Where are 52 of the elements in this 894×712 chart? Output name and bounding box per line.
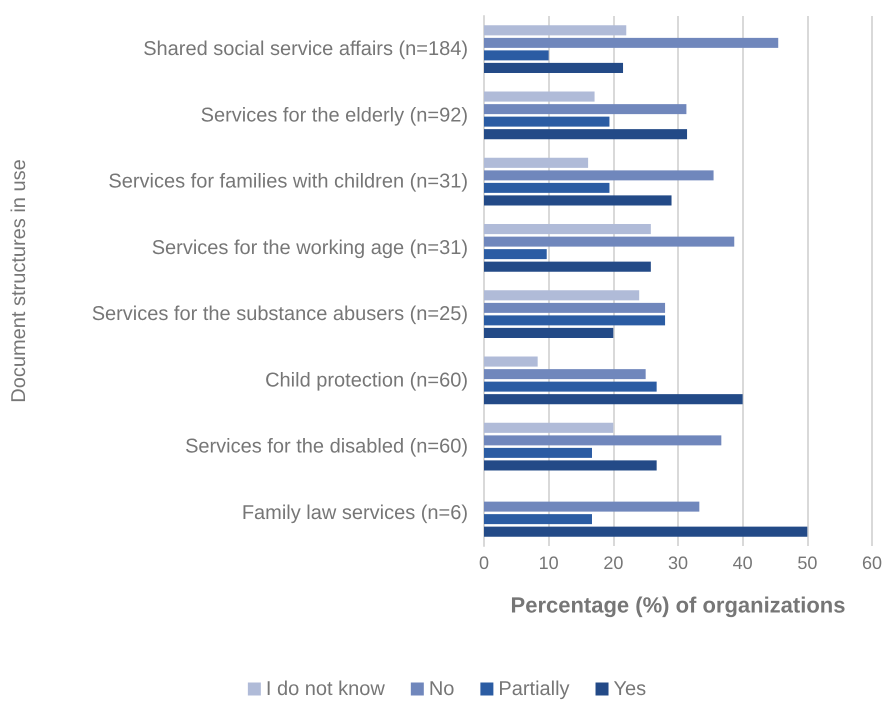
bar <box>484 129 688 140</box>
bar <box>484 394 743 404</box>
bar <box>484 328 614 338</box>
bar <box>484 170 714 180</box>
bar <box>484 369 646 380</box>
bar <box>484 182 610 193</box>
bar <box>484 25 626 36</box>
bar <box>484 92 595 102</box>
bar <box>484 514 592 524</box>
bar <box>484 526 808 537</box>
y-tick-label: Child protection (n=60) <box>265 369 468 392</box>
bar <box>484 116 610 127</box>
y-tick-label: Services for the working age (n=31) <box>152 236 468 259</box>
bar <box>484 224 651 234</box>
bar <box>484 249 547 260</box>
x-tick-label: 40 <box>732 553 753 573</box>
y-tick-label: Services for the disabled (n=60) <box>185 436 468 458</box>
bar <box>484 158 588 168</box>
bar <box>484 382 657 392</box>
legend-label: No <box>428 678 454 700</box>
x-axis-title: Percentage (%) of organizations <box>510 592 846 618</box>
x-tick-label: 60 <box>862 553 882 573</box>
bar <box>484 290 640 300</box>
bar <box>484 435 722 446</box>
bar <box>484 422 614 433</box>
y-tick-label: Shared social service affairs (n=184) <box>143 38 468 60</box>
legend-label: Yes <box>614 678 646 700</box>
bar <box>484 236 734 247</box>
bar <box>484 460 657 470</box>
bar <box>484 38 778 48</box>
y-tick-label: Services for the substance abusers (n=25) <box>92 303 468 326</box>
bar <box>484 448 592 458</box>
bar <box>484 262 651 272</box>
legend-label: I do not know <box>266 678 386 700</box>
bar <box>484 62 624 73</box>
x-tick-label: 10 <box>538 553 559 573</box>
bar <box>484 502 700 512</box>
x-tick-label: 50 <box>797 553 818 573</box>
legend-label: Partially <box>498 678 570 700</box>
x-tick-label: 0 <box>478 553 490 573</box>
y-axis-title: Document structures in use <box>8 159 30 403</box>
bar <box>484 195 672 206</box>
x-tick-label: 30 <box>668 553 688 573</box>
bar <box>484 302 666 313</box>
x-tick-label: 20 <box>603 553 624 573</box>
y-tick-label: Services for the elderly (n=92) <box>200 104 468 126</box>
bar <box>484 356 538 367</box>
bar <box>484 104 686 114</box>
bar <box>484 50 549 60</box>
y-tick-label: Family law services (n=6) <box>242 502 468 524</box>
y-tick-label: Services for families with children (n=31) <box>108 170 468 193</box>
bar <box>484 315 666 326</box>
